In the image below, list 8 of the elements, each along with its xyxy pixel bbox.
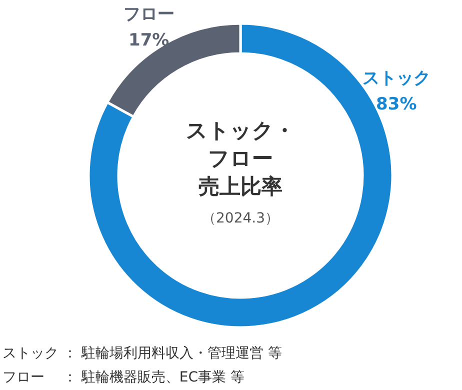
data-label: 17% [128, 30, 170, 50]
text: フロー ： 駐輪機器販売、EC事業 等 [2, 370, 244, 386]
slice-label: フロー [123, 4, 174, 24]
text: ストック ： 駐輪場利用料収入・管理運営 等 [2, 346, 282, 362]
text: ストック・フロー売上比率 [186, 118, 295, 198]
slice-label: ストック [362, 68, 430, 88]
data-label: 83% [376, 94, 417, 114]
text: （2024.3） [202, 210, 280, 226]
